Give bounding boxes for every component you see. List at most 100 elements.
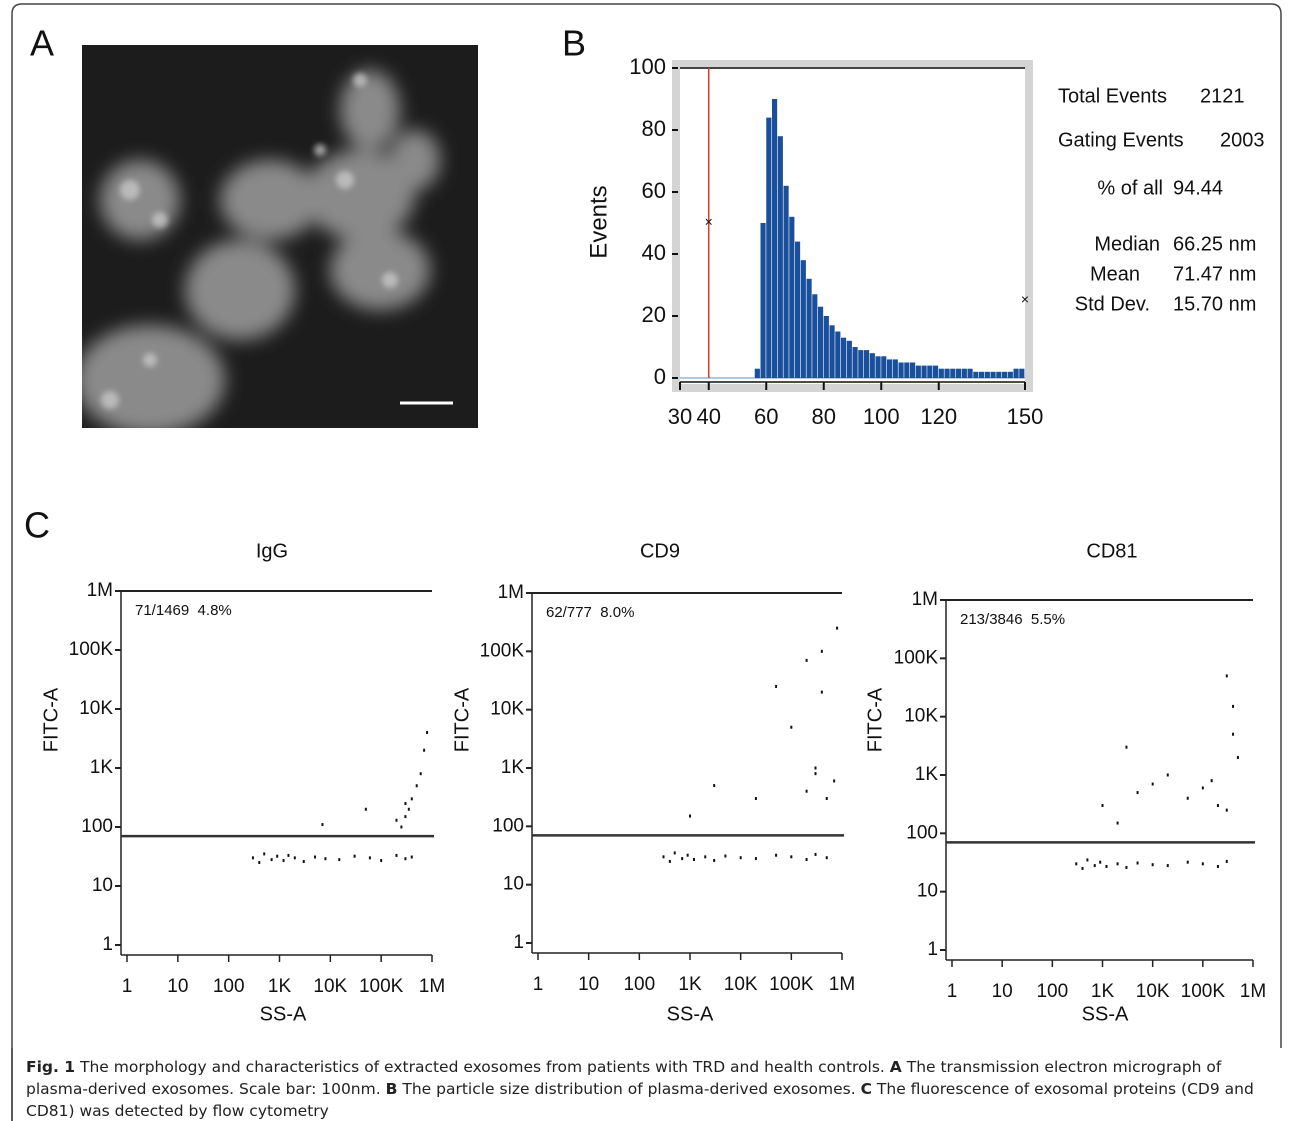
caption-text: The morphology and characteristics of ex… bbox=[75, 1058, 890, 1076]
y-tick-label: 80 bbox=[642, 116, 666, 141]
y-tick-label: 100 bbox=[81, 816, 113, 837]
point bbox=[790, 725, 793, 729]
y-tick-label: 10K bbox=[79, 698, 113, 719]
point bbox=[1116, 821, 1119, 825]
x-tick-label: 100 bbox=[1036, 981, 1068, 1002]
bar bbox=[904, 362, 910, 378]
x-tick-label: 60 bbox=[754, 404, 778, 429]
tem-image bbox=[82, 45, 478, 428]
point bbox=[713, 784, 716, 788]
point bbox=[754, 857, 757, 861]
stat-value: 66.25 nm bbox=[1173, 233, 1256, 255]
y-tick-label: 1K bbox=[915, 764, 939, 785]
x-tick-label: 10K bbox=[724, 974, 758, 995]
bar bbox=[984, 371, 990, 378]
point bbox=[338, 858, 341, 862]
point bbox=[686, 853, 689, 857]
y-tick-label: 1M bbox=[87, 580, 113, 601]
point bbox=[739, 856, 742, 860]
bar bbox=[927, 365, 933, 378]
point bbox=[1151, 863, 1154, 867]
point bbox=[825, 856, 828, 860]
point bbox=[805, 789, 808, 793]
point bbox=[662, 855, 665, 859]
bar bbox=[973, 371, 979, 378]
bar bbox=[777, 136, 783, 378]
point bbox=[353, 854, 356, 858]
x-tick-label: 100K bbox=[769, 974, 814, 995]
bar bbox=[892, 359, 898, 378]
caption-text: The fluorescence of exosomal proteins (C… bbox=[26, 1080, 1254, 1120]
point bbox=[1166, 773, 1169, 777]
stat-label: Total Events bbox=[1058, 85, 1167, 107]
y-tick-label: 100K bbox=[480, 640, 525, 661]
point bbox=[404, 815, 407, 819]
point bbox=[276, 854, 279, 858]
point bbox=[258, 861, 261, 865]
bar bbox=[789, 216, 795, 378]
plot-title: CD81 bbox=[1086, 540, 1137, 562]
bar bbox=[864, 350, 870, 378]
point bbox=[673, 851, 676, 855]
point bbox=[790, 855, 793, 859]
panel-label: A bbox=[30, 23, 54, 64]
bar bbox=[990, 371, 996, 378]
point bbox=[407, 807, 410, 811]
point bbox=[395, 853, 398, 857]
x-tick-label: 1M bbox=[829, 974, 855, 995]
point bbox=[836, 626, 839, 630]
y-tick-label: 60 bbox=[642, 178, 666, 203]
bar bbox=[921, 365, 927, 378]
bar bbox=[887, 359, 893, 378]
x-tick-label: 1 bbox=[122, 976, 133, 997]
point bbox=[263, 852, 266, 856]
x-tick-label: 120 bbox=[920, 404, 957, 429]
x-axis-label: SS-A bbox=[260, 1003, 307, 1025]
x-tick-label: 80 bbox=[812, 404, 836, 429]
point bbox=[1232, 732, 1235, 736]
y-tick-label: 20 bbox=[642, 302, 666, 327]
point bbox=[693, 858, 696, 862]
y-tick-label: 10 bbox=[503, 874, 524, 895]
caption-bold: C bbox=[860, 1080, 872, 1098]
point bbox=[1225, 859, 1228, 863]
point bbox=[805, 858, 808, 862]
point bbox=[833, 779, 836, 783]
x-tick-label: 100K bbox=[1181, 981, 1226, 1002]
bar bbox=[956, 368, 962, 378]
point bbox=[368, 856, 371, 860]
point bbox=[1210, 779, 1213, 783]
x-tick-label: 10K bbox=[1136, 981, 1170, 1002]
y-axis-label: FITC-A bbox=[40, 687, 62, 752]
bar bbox=[875, 356, 881, 378]
point bbox=[1151, 782, 1154, 786]
bar bbox=[869, 353, 875, 378]
point bbox=[754, 797, 757, 801]
point bbox=[287, 853, 290, 857]
gate-label: 71/1469 4.8% bbox=[135, 602, 232, 619]
x-axis-label: SS-A bbox=[667, 1003, 714, 1025]
stat-value: 71.47 nm bbox=[1173, 263, 1256, 285]
bar bbox=[933, 365, 939, 378]
y-tick-label: 1K bbox=[501, 757, 525, 778]
x-tick-label: 1K bbox=[1091, 981, 1115, 1002]
x-tick-label: 10 bbox=[992, 981, 1013, 1002]
bar bbox=[961, 368, 967, 378]
point bbox=[1166, 864, 1169, 868]
y-tick-label: 100K bbox=[69, 639, 114, 660]
y-axis-label: Events bbox=[585, 185, 612, 258]
point bbox=[814, 772, 817, 776]
x-tick-label: 1K bbox=[678, 974, 702, 995]
x-tick-label: 10 bbox=[167, 976, 188, 997]
caption-bold: A bbox=[889, 1058, 902, 1076]
point bbox=[314, 855, 317, 859]
caption-bold: B bbox=[385, 1080, 398, 1098]
point bbox=[426, 730, 429, 734]
stat-label: Mean bbox=[1090, 263, 1140, 285]
caption: Fig. 1 The morphology and characteristic… bbox=[26, 1056, 1276, 1121]
point bbox=[1216, 865, 1219, 869]
point bbox=[1116, 862, 1119, 866]
bar bbox=[915, 365, 921, 378]
point bbox=[1236, 755, 1239, 759]
point bbox=[805, 658, 808, 662]
